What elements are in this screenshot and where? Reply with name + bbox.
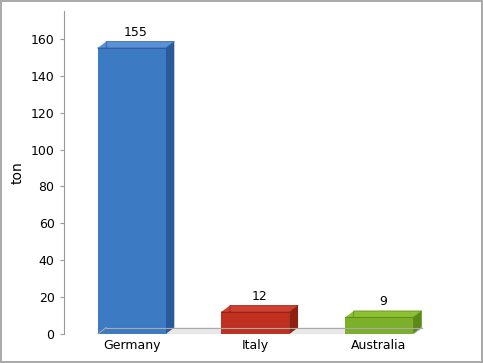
Polygon shape bbox=[289, 305, 298, 334]
Text: 155: 155 bbox=[124, 26, 148, 39]
Polygon shape bbox=[413, 311, 422, 334]
Polygon shape bbox=[98, 41, 174, 48]
Bar bbox=[98, 48, 166, 334]
Text: 9: 9 bbox=[380, 295, 387, 308]
Polygon shape bbox=[98, 327, 422, 334]
Bar bbox=[345, 317, 413, 334]
Bar bbox=[221, 312, 289, 334]
Polygon shape bbox=[221, 305, 298, 312]
Polygon shape bbox=[345, 311, 422, 317]
Text: 12: 12 bbox=[252, 290, 268, 303]
Y-axis label: ton: ton bbox=[11, 161, 25, 184]
Polygon shape bbox=[166, 41, 174, 334]
